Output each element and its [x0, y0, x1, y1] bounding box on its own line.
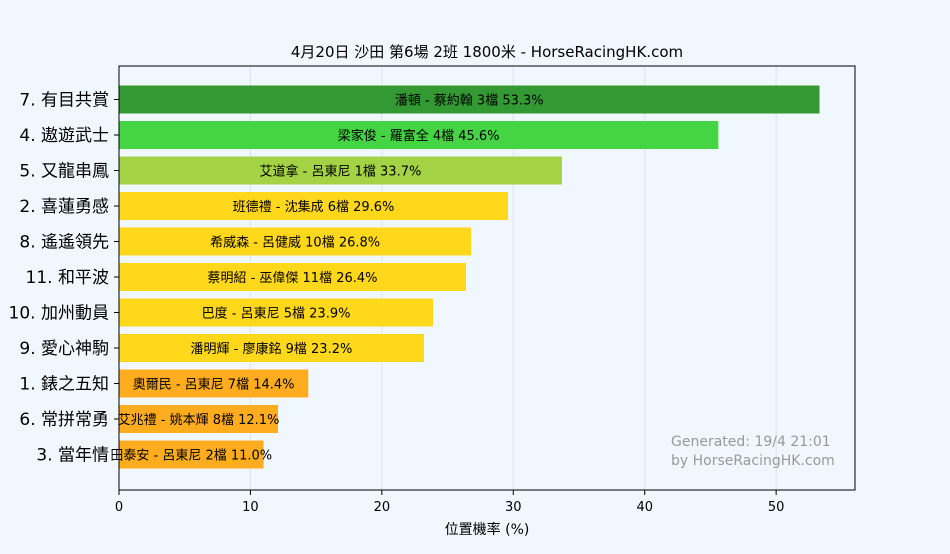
bar-label: 田泰安 - 呂東尼 2檔 11.0% [110, 448, 272, 464]
x-tick-label: 10 [242, 500, 259, 515]
x-tick-label: 20 [374, 500, 391, 515]
chart-title: 4月20日 沙田 第6場 2班 1800米 - HorseRacingHK.co… [291, 43, 683, 61]
bar [119, 156, 562, 185]
bar [119, 263, 466, 291]
bar-label: 班德禮 - 沈集成 6檔 29.6% [233, 199, 395, 215]
bar [119, 334, 424, 362]
y-tick-label: 2. 喜蓮勇感 [19, 197, 109, 217]
bar [119, 192, 509, 220]
y-tick-label: 5. 又龍串鳳 [19, 162, 109, 182]
y-tick-label: 6. 常拼常勇 [19, 410, 109, 430]
plot-frame [118, 65, 856, 491]
y-tick-label: 10. 加州動員 [9, 304, 109, 324]
y-tick-label: 7. 有目共賞 [19, 91, 109, 111]
bar [119, 298, 434, 327]
y-tick-label: 9. 愛心神駒 [19, 339, 109, 359]
y-tick-label: 11. 和平波 [26, 268, 109, 288]
bar-label: 潘頓 - 蔡約翰 3檔 53.3% [395, 94, 544, 109]
x-tick-label: 40 [636, 500, 653, 515]
bar-label: 艾兆禮 - 姚本輝 8檔 12.1% [118, 413, 280, 428]
y-tick-label: 4. 遨遊武士 [19, 126, 109, 146]
bar-label: 蔡明紹 - 巫偉傑 11檔 26.4% [207, 271, 377, 286]
bar [119, 227, 472, 256]
y-tick-label: 8. 遙遙領先 [19, 233, 109, 253]
bars: 潘頓 - 蔡約翰 3檔 53.3% 梁家俊 - 羅富全 4檔 45.6% 艾道拿 -… [110, 85, 820, 469]
x-tick-label: 50 [768, 500, 785, 515]
y-tick-label: 1. 錶之五知 [19, 375, 109, 395]
bar [119, 405, 279, 433]
annotation-line-2: by HorseRacingHK.com [671, 453, 835, 469]
bar-label: 巴度 - 呂東尼 5檔 23.9% [202, 306, 351, 322]
bar-label: 梁家俊 - 羅富全 4檔 45.6% [338, 128, 500, 144]
y-tick-label: 3. 當年情 [36, 446, 109, 466]
bar-label: 潘明輝 - 廖康銘 9檔 23.2% [191, 341, 353, 357]
bar [119, 369, 309, 398]
x-tick-label: 30 [505, 500, 522, 515]
x-axis-label: 位置機率 (%) [445, 521, 530, 538]
x-tick-label: 0 [115, 500, 123, 515]
bar-label: 艾道拿 - 呂東尼 1檔 33.7% [260, 164, 422, 180]
bar-label: 希威森 - 呂健威 10檔 26.8% [210, 236, 380, 251]
bar [119, 440, 264, 469]
axes: 0 10 20 30 40 50 7. 有目共賞 4. 遨遊武士 5. 又龍串鳳 2. 喜蓮勇感 8… [9, 91, 785, 516]
bar [119, 121, 719, 149]
bar [119, 85, 820, 114]
annotation-line-1: Generated: 19/4 21:01 [671, 434, 831, 450]
bar-label: 奧爾民 - 呂東尼 7檔 14.4% [133, 377, 295, 393]
